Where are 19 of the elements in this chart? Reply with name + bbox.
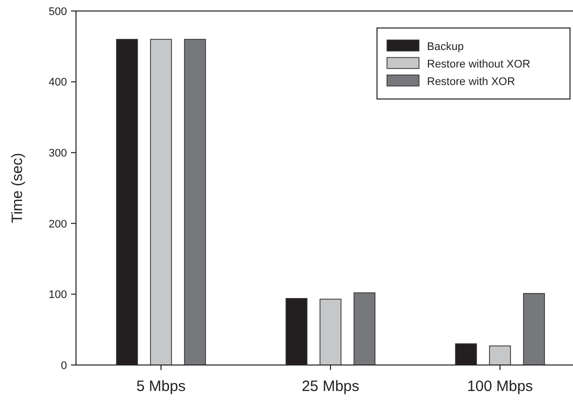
bar xyxy=(320,298,342,366)
x-tick-label: 25 Mbps xyxy=(302,378,360,395)
y-tick-label: 400 xyxy=(48,76,67,89)
x-tick-label: 100 Mbps xyxy=(467,378,533,395)
y-axis-title: Time (sec) xyxy=(9,152,26,224)
legend-label: Backup xyxy=(427,41,464,53)
y-tick-label: 200 xyxy=(48,218,67,230)
y-tick-label: 100 xyxy=(48,289,67,302)
legend-label: Restore without XOR xyxy=(427,58,530,70)
y-tick-label: 300 xyxy=(48,147,67,160)
bar xyxy=(354,292,376,366)
y-tick-label: 500 xyxy=(48,6,67,18)
legend-label: Restore with XOR xyxy=(427,76,516,88)
y-tick-label: 0 xyxy=(60,360,67,372)
bar xyxy=(150,38,172,366)
x-tick-label: 5 Mbps xyxy=(136,378,186,395)
bar xyxy=(489,345,511,366)
bar xyxy=(184,38,206,366)
bar xyxy=(523,293,545,366)
